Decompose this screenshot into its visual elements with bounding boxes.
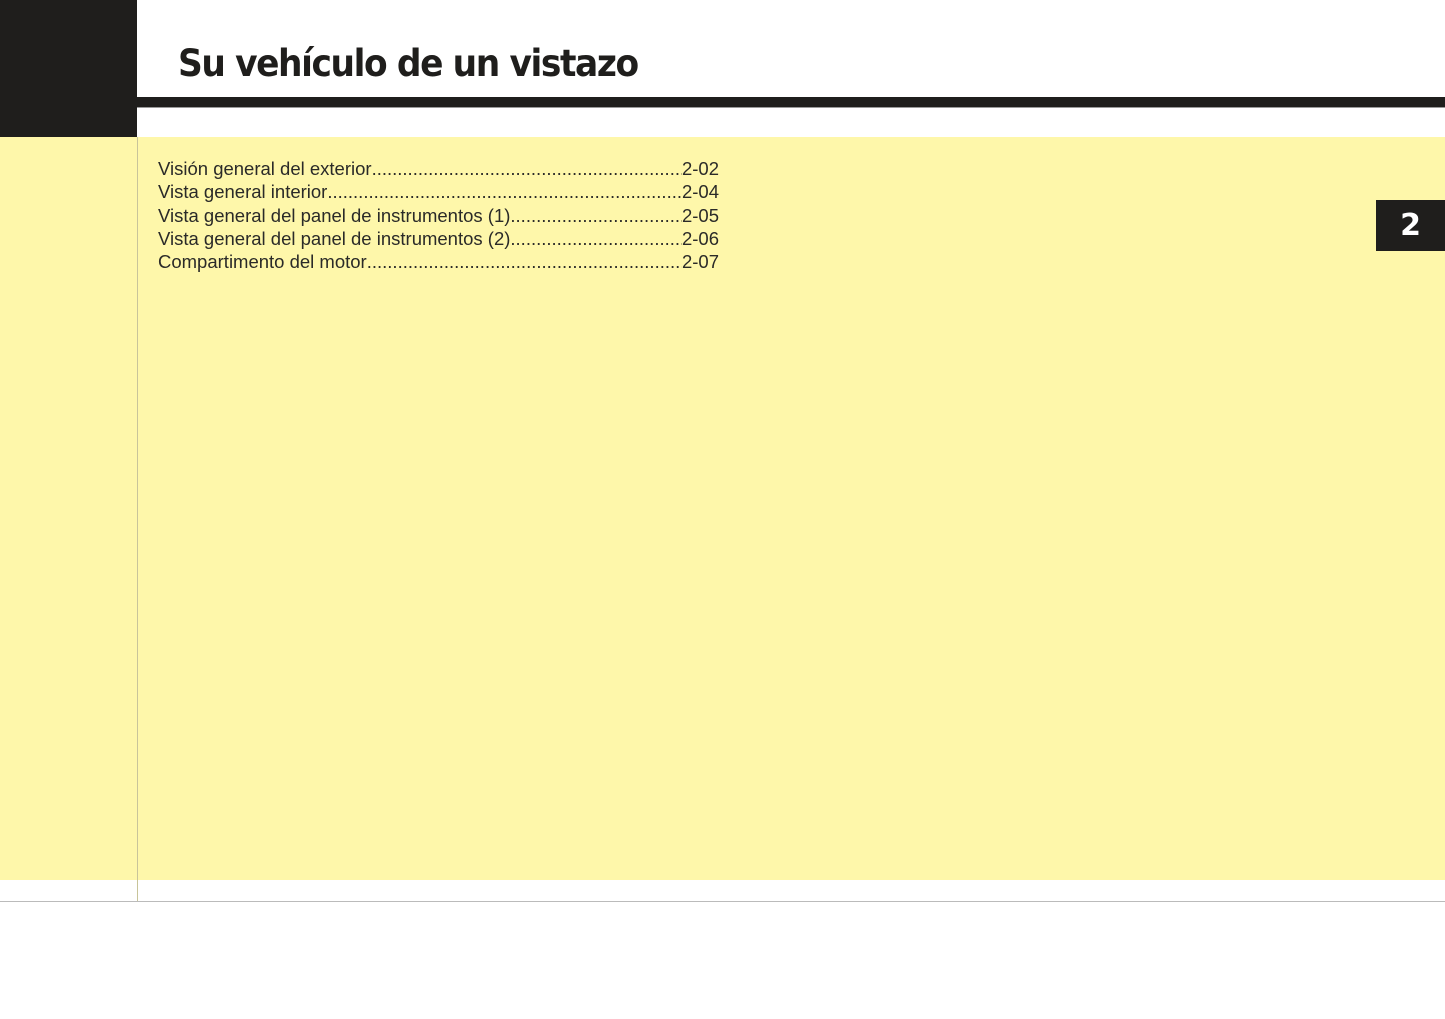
toc-item[interactable]: Vista general del panel de instrumentos … [158, 228, 719, 251]
toc-page: 2-02 [681, 158, 719, 179]
chapter-tab[interactable]: 2 [1376, 200, 1445, 251]
table-of-contents: Visión general del exterior 2-02 Vista ge… [158, 158, 719, 274]
toc-page: 2-07 [681, 251, 719, 273]
header-rule [137, 97, 1445, 108]
toc-label: Vista general del panel de instrumentos … [158, 204, 511, 226]
toc-page: 2-06 [681, 227, 719, 249]
toc-label: Vista general interior [158, 181, 328, 203]
margin-divider [137, 137, 138, 901]
dot-leader [367, 251, 682, 273]
toc-item[interactable]: Vista general del panel de instrumentos … [158, 205, 719, 228]
dot-leader [510, 228, 682, 250]
page-title: Su vehículo de un vistazo [178, 42, 639, 85]
footer-divider [0, 901, 1445, 902]
dot-leader [510, 205, 682, 227]
toc-page: 2-04 [681, 181, 719, 203]
toc-label: Visión general del exterior [158, 158, 372, 179]
toc-item[interactable]: Compartimento del motor 2-07 [158, 251, 719, 274]
toc-label: Vista general del panel de instrumentos … [158, 227, 511, 249]
content-area [0, 137, 1445, 880]
toc-item[interactable]: Vista general interior 2-04 [158, 181, 719, 204]
toc-label: Compartimento del motor [158, 251, 367, 273]
corner-block [0, 0, 137, 137]
toc-page: 2-05 [681, 204, 719, 226]
dot-leader [327, 181, 682, 203]
toc-item[interactable]: Visión general del exterior 2-02 [158, 158, 719, 181]
dot-leader [372, 158, 682, 180]
